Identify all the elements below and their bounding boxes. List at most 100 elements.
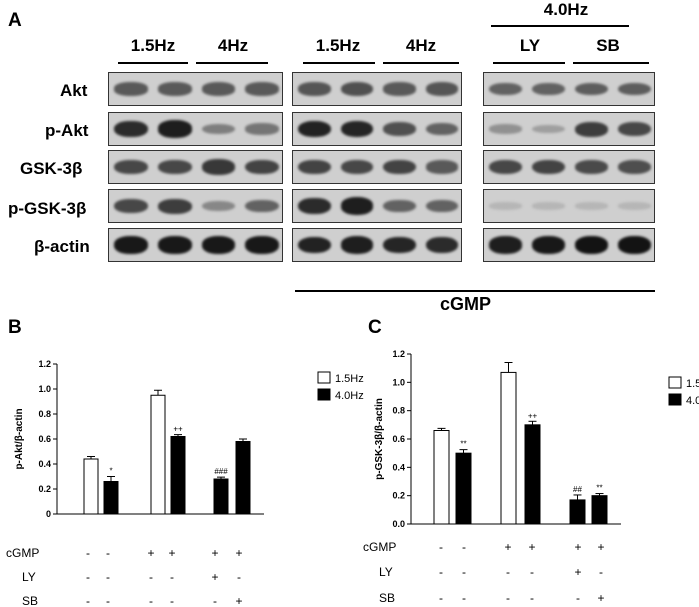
legend-label: 4.0Hz (686, 395, 699, 407)
band (298, 236, 331, 254)
band (575, 202, 608, 210)
group-header-4: 4Hz (405, 36, 437, 55)
row-label-gsk3b: GSK-3β (20, 159, 83, 178)
band (340, 197, 373, 215)
blot-row3-group3 (483, 150, 655, 184)
group-rule-2 (196, 62, 268, 64)
band (157, 159, 192, 175)
condition-symbol: - (530, 591, 534, 605)
condition-symbol: - (439, 591, 443, 605)
band (489, 236, 522, 254)
condition-symbol: - (506, 591, 510, 605)
group-header-6: SB (596, 36, 620, 55)
group-rule-1 (118, 62, 188, 64)
band (298, 120, 331, 138)
condition-symbol: - (439, 565, 443, 579)
significance-mark: ** (460, 440, 466, 449)
blot-row2-group2 (292, 112, 462, 146)
band (489, 159, 522, 175)
band (425, 160, 458, 174)
band (575, 82, 608, 96)
bar (524, 424, 541, 525)
band (575, 121, 608, 137)
band (425, 82, 458, 96)
group-header-1: 1.5Hz (130, 36, 176, 55)
bar (235, 441, 251, 515)
band (383, 236, 416, 254)
y-axis-label: p-Akt/β-actin (14, 408, 25, 469)
y-tick-label: 0.0 (392, 519, 405, 529)
blot-row5-group2 (292, 228, 462, 262)
significance-mark: ### (214, 467, 228, 476)
legend-label: 1.5Hz (686, 378, 699, 390)
group-rule-6 (573, 62, 649, 64)
condition-symbol: + (574, 565, 581, 579)
condition-label: cGMP (363, 540, 396, 554)
condition-symbol: - (106, 546, 110, 560)
condition-symbol: + (235, 546, 242, 560)
cgmp-bracket-rule (295, 290, 655, 292)
band (201, 82, 236, 96)
blot-row4-group1 (108, 189, 283, 223)
y-tick-label: 0.2 (392, 491, 405, 501)
condition-symbol: + (211, 570, 218, 584)
condition-symbol: - (530, 565, 534, 579)
band (114, 236, 148, 254)
y-tick-label: 0.2 (38, 484, 51, 494)
blot-row3-group1 (108, 150, 283, 184)
y-tick-label: 1.0 (392, 377, 405, 387)
top-header-rule (491, 25, 629, 27)
y-tick-label: 1.0 (38, 384, 51, 394)
blot-row4-group2 (292, 189, 462, 223)
condition-label: LY (379, 565, 393, 579)
y-axis-label: p-GSK-3β/β-actin (374, 398, 385, 480)
band (618, 121, 651, 137)
band (340, 236, 373, 254)
condition-symbol: - (506, 565, 510, 579)
band (532, 202, 565, 210)
band (340, 82, 373, 96)
band (618, 202, 651, 210)
group-rule-3 (303, 62, 375, 64)
band (114, 198, 148, 214)
condition-symbol: + (574, 540, 581, 554)
band (114, 159, 148, 175)
condition-symbol: + (147, 546, 154, 560)
band (157, 236, 192, 254)
condition-label: LY (22, 570, 36, 584)
band (340, 120, 373, 138)
band (618, 82, 651, 96)
bar (569, 499, 586, 525)
group-header-3: 1.5Hz (315, 36, 361, 55)
bar (591, 495, 608, 525)
y-tick-label: 0.4 (38, 459, 51, 469)
y-tick-label: 0.6 (38, 434, 51, 444)
band (618, 236, 651, 254)
legend-label: 1.5Hz (335, 373, 364, 385)
band (489, 202, 522, 210)
band (201, 200, 236, 212)
condition-symbol: - (213, 594, 217, 607)
band (114, 120, 148, 138)
condition-symbol: - (149, 594, 153, 607)
blot-row4-group3 (483, 189, 655, 223)
blot-row5-group1 (108, 228, 283, 262)
cgmp-label: cGMP (440, 294, 492, 314)
significance-mark: * (109, 467, 112, 476)
band (532, 124, 565, 134)
legend-swatch (317, 371, 331, 384)
band (245, 236, 279, 254)
blot-row1-group3 (483, 72, 655, 106)
condition-label: SB (379, 591, 395, 605)
condition-symbol: - (462, 591, 466, 605)
band (383, 159, 416, 175)
top-header-4hz: 4.0Hz (543, 0, 589, 19)
condition-symbol: - (86, 570, 90, 584)
y-tick-label: 0.8 (38, 409, 51, 419)
band (245, 159, 279, 175)
condition-symbol: - (149, 570, 153, 584)
row-label-akt: Akt (60, 81, 88, 100)
condition-symbol: + (597, 591, 604, 605)
band (298, 159, 331, 175)
